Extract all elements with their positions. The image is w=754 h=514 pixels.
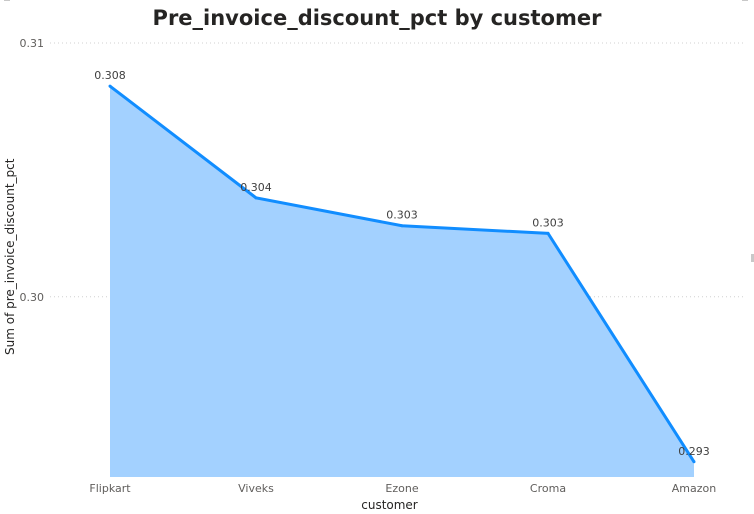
x-tick-label: Ezone	[385, 482, 418, 495]
data-point	[108, 84, 112, 88]
y-tick-label: 0.31	[20, 37, 45, 50]
data-point	[546, 231, 550, 235]
data-point	[254, 196, 258, 200]
data-label: 0.303	[386, 209, 418, 222]
data-label: 0.303	[532, 216, 564, 229]
frame-side-mark	[751, 254, 754, 262]
data-label: 0.293	[678, 445, 710, 458]
x-axis-label: customer	[361, 498, 418, 512]
area-fill	[110, 86, 694, 477]
x-tick-label: Viveks	[238, 482, 274, 495]
chart-title: Pre_invoice_discount_pct by customer	[152, 6, 602, 30]
data-point	[400, 224, 404, 228]
x-tick-label: Flipkart	[89, 482, 131, 495]
x-tick-label: Amazon	[672, 482, 716, 495]
y-tick-label: 0.30	[20, 291, 45, 304]
frame-corner-mark-right	[742, 0, 748, 1]
data-label: 0.304	[240, 181, 272, 194]
data-label: 0.308	[94, 69, 126, 82]
frame-corner-mark-left	[4, 0, 10, 1]
data-point	[692, 460, 696, 464]
x-tick-label: Croma	[530, 482, 566, 495]
